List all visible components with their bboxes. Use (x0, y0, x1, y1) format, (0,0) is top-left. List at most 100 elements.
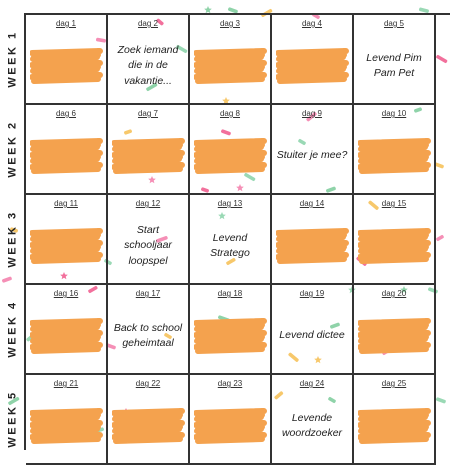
confetti-piece (221, 129, 231, 136)
week-label-4: WEEK 4 (7, 300, 19, 358)
redaction-scribble (30, 228, 103, 264)
confetti-piece (330, 322, 340, 329)
confetti-piece (368, 200, 379, 210)
day-label: dag 13 (217, 199, 243, 208)
confetti-piece (306, 112, 317, 122)
redaction-scribble (30, 318, 103, 354)
day-label: dag 22 (135, 379, 161, 388)
redaction-scribble (30, 48, 103, 84)
redaction-stroke (358, 252, 431, 264)
confetti-piece (298, 138, 306, 146)
confetti-piece (288, 352, 299, 362)
day-label: dag 14 (299, 199, 325, 208)
confetti-piece (261, 8, 273, 18)
redaction-stroke (358, 162, 431, 174)
confetti-piece (146, 82, 158, 92)
redaction-scribble (276, 48, 349, 84)
grid-line-vertical (434, 285, 436, 373)
confetti-piece (156, 235, 168, 243)
day-label: dag 11 (54, 199, 78, 208)
day-label: dag 9 (301, 109, 323, 118)
grid-line-vertical (434, 375, 436, 463)
grid-line-horizontal (26, 283, 436, 285)
grid-line-vertical (106, 15, 108, 103)
redaction-stroke (358, 342, 431, 354)
confetti-piece (328, 396, 336, 404)
confetti-piece (436, 54, 448, 64)
grid-line-vertical (270, 105, 272, 193)
redaction-scribble (194, 408, 267, 444)
grid-line-vertical (352, 105, 354, 193)
day-label: dag 4 (301, 19, 323, 28)
grid-line-vertical (434, 105, 436, 193)
activity-text: Zoek iemand die in de vakantie... (117, 44, 179, 87)
day-cell: dag 4 (272, 15, 352, 103)
day-cell: dag 21 (26, 375, 106, 463)
grid-line-top (26, 13, 450, 15)
confetti-piece (419, 7, 429, 13)
grid-line-vertical (106, 285, 108, 373)
redaction-stroke (30, 72, 103, 84)
day-cell: dag 11 (26, 195, 106, 283)
day-cell: dag 20 (354, 285, 434, 373)
confetti-piece (2, 276, 12, 283)
grid-line-vertical (270, 195, 272, 283)
redaction-stroke (30, 432, 103, 444)
day-label: dag 17 (135, 289, 161, 298)
grid-line-vertical (270, 15, 272, 103)
confetti-piece (10, 227, 18, 233)
day-label: dag 19 (299, 289, 325, 298)
day-label: dag 8 (219, 109, 241, 118)
activity-text: Levend dictee (279, 329, 345, 342)
confetti-piece (8, 396, 20, 406)
day-cell: dag 12 Start schooljaar loopspel (108, 195, 188, 283)
activity-text: Levend Pim Pam Pet (366, 51, 422, 79)
grid-line-vertical (352, 285, 354, 373)
redaction-stroke (30, 342, 103, 354)
redaction-scribble (194, 318, 267, 354)
confetti-piece (228, 7, 238, 14)
grid-line-vertical (106, 105, 108, 193)
redaction-scribble (30, 138, 103, 174)
day-cell: dag 23 (190, 375, 270, 463)
day-cell: dag 5 Levend Pim Pam Pet (354, 15, 434, 103)
day-label: dag 12 (135, 199, 161, 208)
redaction-stroke (276, 72, 349, 84)
day-cell: dag 25 (354, 375, 434, 463)
confetti-piece (436, 397, 446, 404)
day-label: dag 18 (217, 289, 243, 298)
confetti-piece (88, 285, 98, 294)
activity-text: Levend Stratego (210, 231, 250, 259)
redaction-stroke (194, 72, 267, 84)
grid-line-vertical (434, 195, 436, 283)
confetti-star (218, 212, 226, 220)
redaction-scribble (276, 228, 349, 264)
confetti-piece (326, 186, 336, 193)
confetti-piece (176, 44, 188, 54)
confetti-star (314, 356, 322, 364)
day-cell: dag 10 (354, 105, 434, 193)
confetti-star (236, 184, 244, 192)
grid-line-vertical (352, 15, 354, 103)
grid-line-vertical (270, 285, 272, 373)
redaction-stroke (276, 252, 349, 264)
grid-line-horizontal (26, 103, 436, 105)
activity-text: Levende woordzoeker (281, 411, 343, 439)
redaction-stroke (194, 162, 267, 174)
day-label: dag 3 (219, 19, 241, 28)
grid-line-left (24, 13, 26, 450)
redaction-stroke (30, 252, 103, 264)
week-label-3: WEEK 3 (7, 210, 19, 268)
grid-line-vertical (188, 105, 190, 193)
redaction-scribble (112, 138, 185, 174)
confetti-piece (414, 107, 422, 113)
confetti-star (60, 272, 68, 280)
confetti-piece (124, 129, 132, 135)
confetti-star (204, 6, 212, 14)
confetti-star (400, 286, 408, 294)
confetti-star (148, 176, 156, 184)
redaction-stroke (358, 432, 431, 444)
confetti-star (222, 97, 230, 105)
redaction-scribble (358, 408, 431, 444)
confetti-piece (164, 332, 172, 340)
